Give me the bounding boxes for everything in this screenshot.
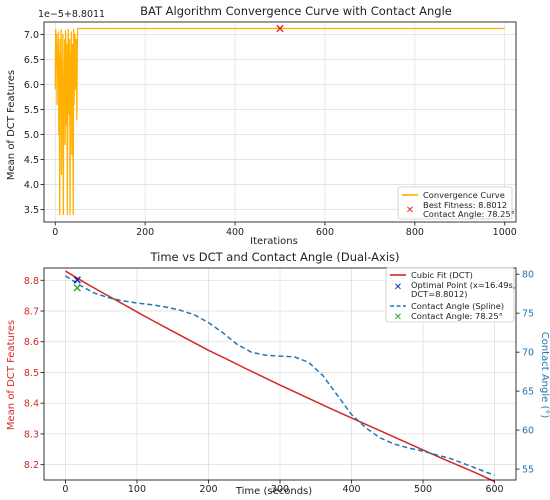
chart2-tick-label-y2: 70 [522,348,534,359]
chart2-series-contact-angle-spline [65,275,495,477]
chart1-tick-label-x: 600 [316,227,334,238]
chart2-y2label: Contact Angle (°) [539,332,550,419]
chart1-tick-label-y: 3.5 [24,205,39,216]
chart1-tick-label-x: 800 [406,227,424,238]
chart1-series-convergence-curve [54,27,505,216]
chart2-tick-label-y: 8.7 [24,307,39,318]
chart2-marks [65,270,495,483]
chart2-tick-label-y2: 75 [522,309,534,320]
chart1-grid [44,22,516,222]
chart1-legend-x-swatch: ✕ [406,205,414,216]
chart2-legend-label-dct: Cubic Fit (DCT) [411,270,473,280]
dual-axis-chart: Time vs DCT and Contact Angle (Dual-Axis… [6,250,550,497]
chart2-ylabel: Mean of DCT Features [6,320,17,430]
chart2-optimal-point [73,276,81,284]
chart1-legend-box [397,186,513,220]
chart2-legend-box [385,267,515,323]
chart1-legend: Convergence Curve ✕ Best Fitness: 8.8012… [397,186,515,220]
chart2-tick-label-y2: 65 [522,387,534,398]
chart2-xlabel: Time (seconds) [235,486,312,497]
chart1-legend-label-best: Best Fitness: 8.8012 [423,200,507,210]
chart1-tick-label-y: 5.0 [24,130,39,141]
chart2-tick-label-y2: 55 [522,465,534,476]
chart2-legend-contact-swatch: ✕ [394,312,402,323]
chart2-legend: Cubic Fit (DCT) ✕ Optimal Point (x=16.49… [385,267,516,323]
chart1-legend-label-angle: Contact Angle: 78.25° [423,209,515,219]
chart2-tick-label-x: 200 [199,484,217,495]
chart2-tick-label-y2: 80 [522,270,534,281]
chart1-tick-label-y: 4.0 [24,180,39,191]
chart2-ticks: 0 100 200 300 400 500 600 8.2 8.3 8.4 8.5 8.6 8.7 8.8… [24,270,534,495]
chart2-tick-label-x: 600 [485,484,503,495]
chart1-marks [54,24,505,216]
chart1-best-fitness-point [276,24,284,33]
chart1-tick-label-y: 5.5 [24,105,39,116]
chart2-frame [43,267,517,481]
chart2-tick-label-x: 300 [271,484,289,495]
chart1-tick-label-x: 400 [226,227,244,238]
chart2-tick-label-x: 100 [128,484,146,495]
chart2-contact-angle-point [73,284,81,292]
chart2-tick-label-x: 400 [342,484,360,495]
chart2-tick-label-x: 500 [414,484,432,495]
chart1-title: BAT Algorithm Convergence Curve with Con… [140,4,452,18]
chart2-tick-label-y: 8.4 [24,399,39,410]
chart2-legend-label-optimal: Optimal Point (x=16.49s, [411,280,516,290]
chart2-tick-label-y: 8.8 [24,276,39,287]
chart1-tick-label-y: 7.0 [24,30,39,41]
chart1-tick-label-y: 6.5 [24,55,39,66]
chart1-ticks: 0 200 400 600 800 1000 3.5 4.0 4.5 5.0 5.5 6.0 6.5 7.… [24,30,517,238]
chart2-legend-label-contact: Contact Angle: 78.25° [411,311,503,321]
chart2-tick-label-y: 8.5 [24,368,39,379]
chart2-legend-optimal-swatch: ✕ [394,282,402,293]
chart2-tick-label-y2: 60 [522,426,534,437]
chart2-legend-label-angle: Contact Angle (Spline) [411,301,504,311]
chart2-tick-label-x: 0 [62,484,68,495]
chart1-xlabel: Iterations [250,236,298,247]
chart2-series-cubic-fit-dct [65,270,495,483]
convergence-chart: BAT Algorithm Convergence Curve with Con… [6,4,517,247]
chart2-tick-label-y: 8.3 [24,429,39,440]
chart1-tick-label-x: 1000 [493,227,517,238]
chart2-legend-label-optimal-2: DCT=8.8012) [411,289,467,299]
chart2-tick-label-y: 8.6 [24,337,39,348]
chart1-tick-label-x: 0 [52,227,58,238]
chart1-frame [43,21,517,223]
chart1-legend-label-curve: Convergence Curve [423,190,505,200]
chart2-title: Time vs DCT and Contact Angle (Dual-Axis… [149,250,399,264]
chart1-tick-label-y: 4.5 [24,155,39,166]
chart1-tick-label-x: 200 [136,227,154,238]
chart1-offset-text: 1e−5+8.8011 [38,9,105,20]
chart1-ylabel: Mean of DCT Features [6,70,17,180]
chart2-tick-label-y: 8.2 [24,460,39,471]
chart1-tick-label-y: 6.0 [24,80,39,91]
